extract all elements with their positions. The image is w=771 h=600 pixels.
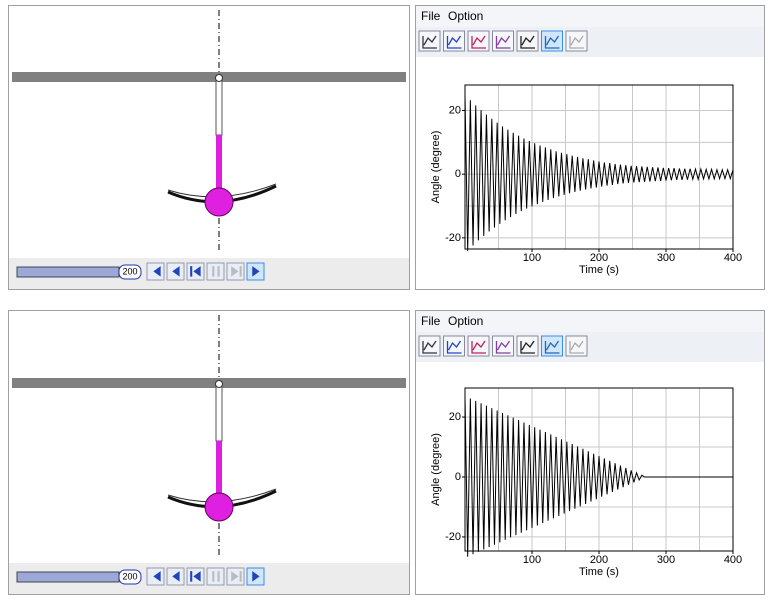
tool-icon (471, 340, 486, 354)
tool-icon (544, 340, 560, 354)
y-tick-label: 0 (455, 471, 461, 483)
tool-button[interactable] (443, 30, 465, 52)
speed-slider[interactable] (16, 571, 120, 583)
tool-button[interactable] (443, 335, 465, 357)
button-icon (151, 266, 161, 277)
y-tick-label: -20 (445, 232, 461, 244)
y-tick-label: 20 (449, 104, 461, 116)
tool-button[interactable] (467, 335, 490, 357)
tool-icon (544, 35, 560, 49)
menu-bar (416, 6, 764, 27)
tool-button[interactable] (565, 30, 588, 52)
animation-panel (8, 310, 410, 595)
tool-button[interactable] (541, 30, 563, 52)
button-icon (252, 571, 260, 582)
y-tick-label: -20 (445, 531, 461, 543)
speed-value: 200 (122, 571, 137, 581)
plot-frame (464, 387, 734, 552)
menu-bar (416, 311, 764, 332)
bob (204, 187, 234, 217)
tool-button[interactable] (467, 30, 490, 52)
button-icon (252, 266, 260, 277)
tool-button[interactable] (418, 30, 441, 52)
pivot (215, 380, 223, 388)
y-axis-label: Angle (degree) (430, 433, 442, 506)
tool-icon (446, 35, 462, 49)
tool-button[interactable] (492, 30, 514, 52)
rod-lower (216, 135, 222, 202)
tool-button[interactable] (418, 335, 441, 357)
tool-icon (471, 35, 486, 49)
button-icon (231, 571, 242, 582)
y-axis-label: Angle (degree) (430, 131, 442, 204)
tool-button[interactable] (541, 335, 563, 357)
x-tick-label: 200 (590, 252, 608, 264)
speed-slider[interactable] (16, 266, 120, 278)
button-icon (151, 571, 161, 582)
data-line (464, 94, 734, 251)
tool-icon (569, 35, 584, 49)
menu-item[interactable]: File (421, 9, 441, 23)
tool-icon (520, 340, 535, 354)
animation-panel (8, 5, 410, 290)
x-tick-label: 100 (523, 252, 541, 264)
tool-icon (569, 340, 584, 354)
tool-button[interactable] (492, 335, 514, 357)
button-icon (172, 571, 180, 582)
tool-icon (495, 35, 511, 49)
rod-lower (216, 441, 222, 507)
x-tick-label: 100 (523, 554, 541, 566)
button-icon (231, 266, 242, 277)
rod-upper (215, 383, 223, 442)
x-axis-label: Time (s) (579, 566, 619, 578)
speed-box[interactable] (118, 569, 142, 585)
playback-button[interactable] (206, 567, 225, 586)
speed-box[interactable] (118, 264, 142, 280)
tool-button[interactable] (565, 335, 588, 357)
pivot (215, 74, 223, 82)
x-tick-label: 400 (724, 554, 742, 566)
menu-item[interactable]: Option (448, 314, 483, 328)
tool-icon (495, 340, 511, 354)
tool-button[interactable] (516, 335, 539, 357)
button-icon (190, 571, 201, 582)
button-icon (212, 571, 220, 582)
x-axis-label: Time (s) (579, 264, 619, 276)
data-line (464, 396, 733, 557)
x-tick-label: 300 (657, 252, 675, 264)
plot-frame (464, 84, 734, 250)
tool-button[interactable] (516, 30, 539, 52)
menu-item[interactable]: Option (448, 9, 483, 23)
tool-icon (520, 35, 535, 49)
y-tick-label: 0 (455, 168, 461, 180)
ceiling-bar (12, 72, 406, 82)
menu-item[interactable]: File (421, 314, 441, 328)
x-tick-label: 200 (590, 554, 608, 566)
y-tick-label: 20 (449, 411, 461, 423)
x-tick-label: 400 (724, 252, 742, 264)
button-icon (172, 266, 180, 277)
ceiling-bar (12, 378, 406, 388)
tool-icon (446, 340, 462, 354)
tool-icon (422, 340, 437, 354)
bob (204, 492, 234, 522)
button-icon (212, 266, 220, 277)
button-icon (190, 266, 201, 277)
rod-upper (215, 77, 223, 136)
x-tick-label: 300 (657, 554, 675, 566)
tool-icon (422, 35, 437, 49)
speed-value: 200 (122, 266, 137, 276)
playback-button[interactable] (206, 262, 225, 281)
